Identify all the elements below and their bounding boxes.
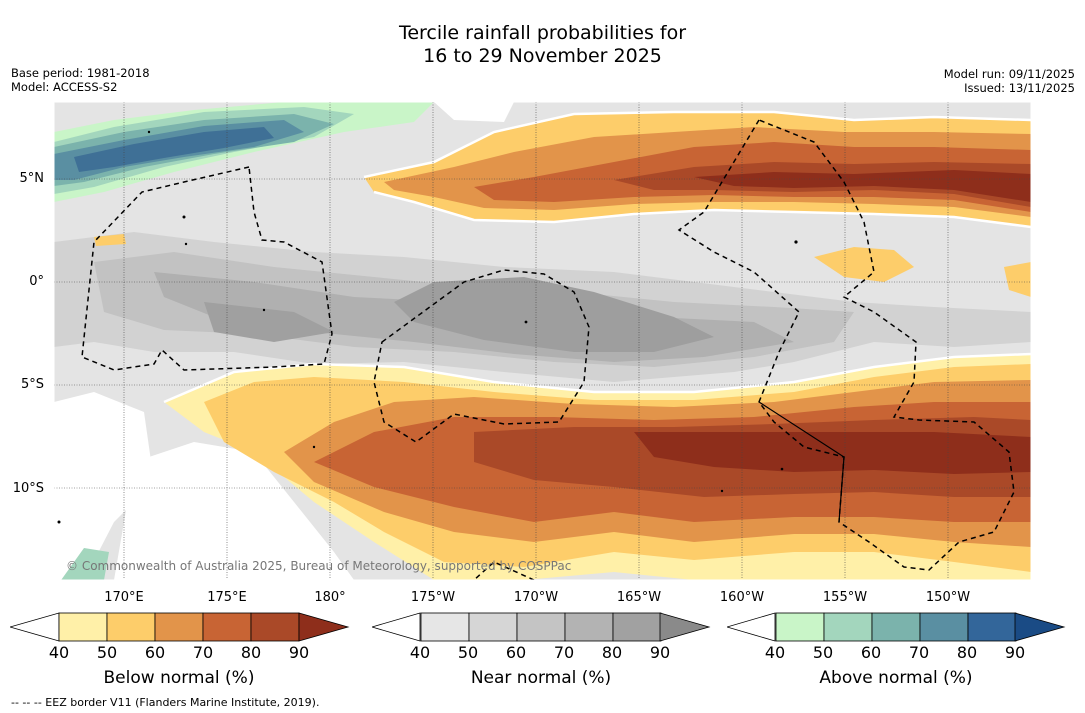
tick: 40: [48, 643, 70, 662]
tick: 90: [1004, 643, 1026, 662]
tick: 80: [601, 643, 623, 662]
lon-label-150w: 150°W: [925, 590, 971, 605]
base-period: Base period: 1981-2018: [11, 66, 150, 80]
meta-left: Base period: 1981-2018 Model: ACCESS-S2: [11, 66, 150, 94]
colorbar-segment: [775, 612, 825, 642]
below-normal-50-patch: [94, 234, 126, 246]
copyright-notice: © Commonwealth of Australia 2025, Bureau…: [66, 559, 572, 573]
boundary-line: [758, 401, 845, 523]
islands: [57, 130, 798, 524]
colorbar-arrow-min: [372, 612, 421, 642]
colorbar-segment: [420, 612, 470, 642]
above-normal-80: [74, 127, 274, 172]
no-signal-area: [114, 442, 354, 580]
lon-label-160w: 160°W: [719, 590, 765, 605]
model-run: Model run: 09/11/2025: [943, 67, 1075, 81]
near-normal-colorbar: [372, 612, 711, 642]
colorbar-segment: [823, 612, 873, 642]
title-line-1: Tercile rainfall probabilities for: [398, 22, 687, 44]
eez-borders: [81, 119, 1015, 580]
colorbar-segment: [154, 612, 204, 642]
contour-line: [363, 110, 1031, 179]
lon-label-170w: 170°W: [513, 590, 559, 605]
colorbar-segment: [516, 612, 566, 642]
above-normal-title: Above normal (%): [819, 668, 973, 688]
colorbar-arrow-max: [659, 612, 711, 642]
tick: 70: [908, 643, 930, 662]
colorbar-segment: [106, 612, 156, 642]
tick: 60: [505, 643, 527, 662]
contour-line: [373, 190, 1031, 229]
lat-label-5s: 5°S: [20, 377, 44, 392]
tick: 70: [553, 643, 575, 662]
colorbar-segment: [58, 612, 108, 642]
below-normal-90-north: [694, 170, 1031, 202]
lon-label-180: 180°: [314, 590, 346, 605]
colorbar-segment: [871, 612, 921, 642]
colorbar-segment: [612, 612, 662, 642]
tick: 60: [860, 643, 882, 662]
below-normal-colorbar: [10, 612, 350, 642]
title-line-2: 16 to 29 November 2025: [423, 45, 662, 67]
colorbar-arrow-min: [10, 612, 60, 642]
colorbar-segment: [967, 612, 1017, 642]
issued-date: Issued: 13/11/2025: [964, 81, 1075, 95]
below-normal-90-south: [634, 432, 1031, 474]
tick: 80: [956, 643, 978, 662]
tick: 60: [144, 643, 166, 662]
colorbar-arrow-max: [298, 612, 350, 642]
meta-right: Model run: 09/11/2025 Issued: 13/11/2025: [944, 67, 1075, 95]
tick: 40: [409, 643, 431, 662]
tick: 70: [192, 643, 214, 662]
no-signal-area: [54, 392, 154, 580]
near-normal-80: [394, 277, 714, 352]
model-name: Model: ACCESS-S2: [11, 80, 118, 94]
colorbar-segment: [564, 612, 614, 642]
map-title: Tercile rainfall probabilities for 16 to…: [0, 22, 1085, 68]
below-normal-title: Below normal (%): [103, 668, 255, 688]
tick: 90: [288, 643, 310, 662]
lat-label-10s: 10°S: [12, 481, 44, 496]
graticule: [54, 102, 1031, 580]
colorbar-arrow-min: [727, 612, 776, 642]
lon-label-175w: 175°W: [410, 590, 456, 605]
lon-label-165w: 165°W: [616, 590, 662, 605]
near-normal-80-west: [204, 302, 334, 342]
no-signal-area: [434, 102, 514, 122]
tick: 50: [96, 643, 118, 662]
lon-label-155w: 155°W: [822, 590, 868, 605]
below-normal-50-patch: [814, 247, 914, 282]
above-normal-50-south: [54, 548, 109, 580]
colorbar-segment: [468, 612, 518, 642]
lon-label-170e: 170°E: [104, 590, 144, 605]
tick: 50: [457, 643, 479, 662]
rainfall-probability-map: [54, 102, 1031, 580]
tick: 90: [649, 643, 671, 662]
tick: 50: [812, 643, 834, 662]
tick: 40: [764, 643, 786, 662]
colorbar-arrow-max: [1014, 612, 1066, 642]
below-normal-50-patch: [1004, 262, 1031, 297]
colorbar-segment: [919, 612, 969, 642]
lat-label-5n: 5°N: [19, 171, 45, 186]
lon-label-175e: 175°E: [207, 590, 247, 605]
contour-line: [163, 352, 1031, 404]
near-normal-title: Near normal (%): [470, 668, 612, 688]
colorbar-segment: [202, 612, 252, 642]
eez-footnote: -- -- -- EEZ border V11 (Flanders Marine…: [11, 696, 320, 709]
above-normal-colorbar: [727, 612, 1066, 642]
lat-label-0: 0°: [29, 274, 44, 289]
tick: 80: [240, 643, 262, 662]
colorbar-segment: [250, 612, 300, 642]
